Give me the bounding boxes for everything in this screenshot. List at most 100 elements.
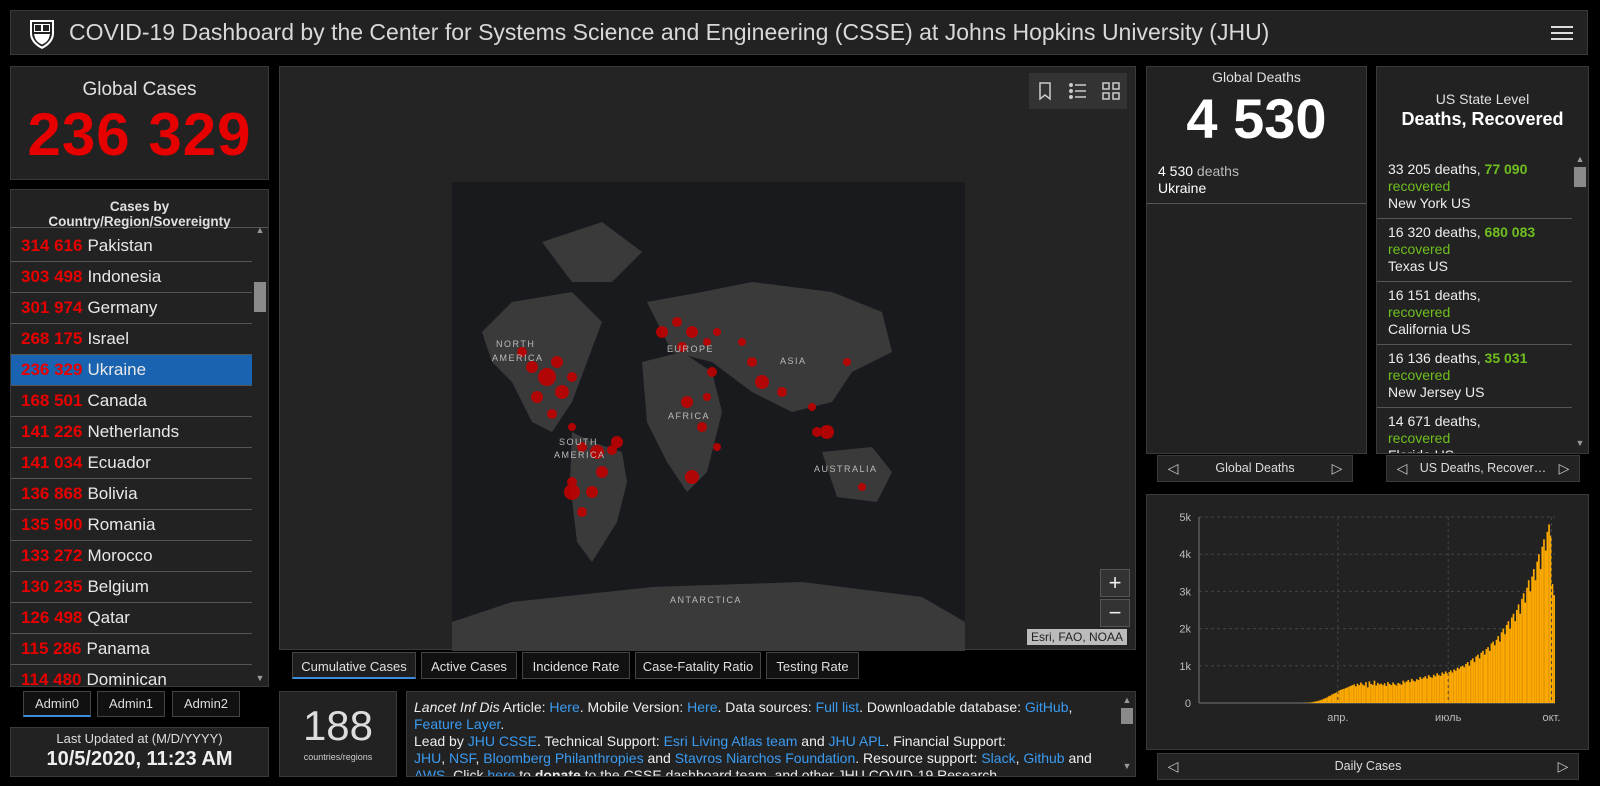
scroll-thumb[interactable]: [1121, 708, 1133, 724]
daily-cases-bar: [1471, 658, 1474, 703]
info-text-part: . Downloadable database:: [859, 699, 1025, 715]
map-label-south: SOUTH: [559, 437, 598, 447]
zoom-out-button[interactable]: −: [1100, 599, 1130, 627]
chevron-right-icon[interactable]: ▷: [1558, 460, 1570, 476]
country-row[interactable]: 141 226 Netherlands: [11, 417, 252, 448]
link-jhu-apl[interactable]: JHU APL: [828, 733, 886, 749]
us-state-row[interactable]: 16 320 deaths, 680 083 recovered Texas US: [1377, 219, 1572, 282]
link-feature-layer[interactable]: Feature Layer: [414, 716, 501, 732]
country-name: Bolivia: [87, 484, 138, 503]
link-nsf[interactable]: NSF: [449, 750, 476, 766]
country-list-scrollbar[interactable]: ▲ ▼: [253, 224, 267, 684]
us-deaths: 16 136 deaths,: [1388, 350, 1485, 366]
country-row[interactable]: 135 900 Romania: [11, 510, 252, 541]
daily-cases-bar: [1519, 613, 1522, 703]
daily-cases-bar: [1395, 685, 1398, 703]
us-state-row[interactable]: 14 671 deaths, recoveredFlorida US: [1377, 408, 1572, 453]
link-slack[interactable]: Slack: [981, 750, 1016, 766]
link-jhu-csse[interactable]: JHU CSSE: [467, 733, 537, 749]
country-row[interactable]: 141 034 Ecuador: [11, 448, 252, 479]
link-full-list[interactable]: Full list: [815, 699, 860, 715]
daily-cases-bar: [1460, 666, 1462, 703]
daily-cases-bar: [1439, 675, 1442, 703]
scroll-down-icon[interactable]: ▼: [1122, 761, 1132, 771]
country-row[interactable]: 236 329 Ukraine: [11, 355, 252, 386]
daily-cases-bar: [1483, 654, 1486, 703]
tab-admin2[interactable]: Admin2: [172, 691, 240, 717]
link-github-2[interactable]: Github: [1023, 750, 1065, 766]
country-row[interactable]: 301 974 Germany: [11, 293, 252, 324]
daily-cases-bar: [1493, 645, 1496, 703]
country-row[interactable]: 115 286 Panama: [11, 634, 252, 665]
country-row[interactable]: 136 868 Bolivia: [11, 479, 252, 510]
scroll-up-icon[interactable]: ▲: [1122, 695, 1132, 705]
basemap-gallery-icon[interactable]: [1100, 80, 1122, 102]
link-jhu[interactable]: JHU: [414, 750, 442, 766]
tab-cumulative-cases[interactable]: Cumulative Cases: [292, 652, 416, 679]
chevron-right-icon[interactable]: ▷: [1331, 460, 1343, 476]
link-github[interactable]: GitHub: [1024, 699, 1069, 715]
zoom-in-button[interactable]: +: [1100, 569, 1130, 597]
tab-testing-rate[interactable]: Testing Rate: [766, 652, 859, 679]
info-journal: Lancet Inf Dis: [414, 699, 500, 715]
chevron-left-icon[interactable]: ◁: [1167, 758, 1179, 774]
country-row[interactable]: 130 235 Belgium: [11, 572, 252, 603]
hamburger-menu-icon[interactable]: [1551, 22, 1573, 42]
map-panel[interactable]: NORTH AMERICA EUROPE ASIA AFRICA SOUTH A…: [279, 66, 1136, 651]
us-state-row[interactable]: 16 136 deaths, 35 031 recovered New Jersey…: [1377, 345, 1572, 408]
map-label-antarctica: ANTARCTICA: [670, 595, 742, 605]
link-bloomberg[interactable]: Bloomberg Philanthropies: [483, 750, 644, 766]
daily-cases-bar: [1410, 678, 1413, 703]
tab-admin0[interactable]: Admin0: [23, 691, 91, 717]
info-scrollbar[interactable]: ▲ ▼: [1120, 694, 1134, 774]
tab-active-cases[interactable]: Active Cases: [421, 652, 517, 679]
daily-cases-bar: [1361, 684, 1364, 703]
country-row[interactable]: 314 616 Pakistan: [11, 231, 252, 262]
scroll-thumb[interactable]: [254, 282, 266, 312]
daily-cases-bar: [1454, 670, 1457, 703]
world-map[interactable]: NORTH AMERICA EUROPE ASIA AFRICA SOUTH A…: [452, 182, 965, 651]
deaths-list-item[interactable]: 4 530 deaths Ukraine: [1147, 163, 1366, 197]
daily-cases-bar: [1356, 683, 1359, 703]
daily-cases-chart[interactable]: 0 1k 2k 3k 4k 5k апр. июль окт.: [1147, 495, 1588, 749]
daily-cases-bar: [1312, 701, 1315, 703]
us-recovered-word: recovered: [1388, 430, 1451, 446]
country-row[interactable]: 168 501 Canada: [11, 386, 252, 417]
daily-cases-bar: [1414, 681, 1416, 703]
daily-cases-bar: [1531, 576, 1533, 703]
legend-list-icon[interactable]: [1067, 80, 1089, 102]
link-donate-here[interactable]: here: [487, 767, 516, 777]
scroll-up-icon[interactable]: ▲: [255, 225, 265, 235]
scroll-thumb[interactable]: [1574, 167, 1586, 187]
tab-admin1[interactable]: Admin1: [97, 691, 165, 717]
daily-cases-bar: [1368, 681, 1371, 703]
chevron-right-icon[interactable]: ▷: [1557, 758, 1569, 774]
tab-incidence-rate[interactable]: Incidence Rate: [522, 652, 630, 679]
tab-case-fatality-ratio[interactable]: Case-Fatality Ratio: [635, 652, 761, 679]
link-mobile-here[interactable]: Here: [687, 699, 718, 715]
country-row[interactable]: 268 175 Israel: [11, 324, 252, 355]
map-label-africa: AFRICA: [668, 411, 710, 421]
chevron-left-icon[interactable]: ◁: [1167, 460, 1179, 476]
countries-count-label: countries/regions: [303, 752, 373, 762]
daily-cases-bar: [1539, 569, 1542, 703]
bookmark-icon[interactable]: [1034, 80, 1056, 102]
country-row[interactable]: 114 480 Dominican: [11, 665, 252, 686]
link-article-here[interactable]: Here: [549, 699, 580, 715]
us-state-row[interactable]: 16 151 deaths, recovered California US: [1377, 282, 1572, 345]
chevron-left-icon[interactable]: ◁: [1396, 460, 1408, 476]
daily-cases-bar: [1409, 682, 1411, 703]
country-row[interactable]: 126 498 Qatar: [11, 603, 252, 634]
scroll-up-icon[interactable]: ▲: [1575, 154, 1585, 164]
country-row[interactable]: 303 498 Indonesia: [11, 262, 252, 293]
scroll-down-icon[interactable]: ▼: [255, 673, 265, 683]
us-state-row[interactable]: 33 205 deaths, 77 090 recovered New York U…: [1377, 156, 1572, 219]
link-aws[interactable]: AWS: [414, 767, 446, 777]
link-stavros-niarchos[interactable]: Stavros Niarchos Foundation: [674, 750, 856, 766]
us-list-scrollbar[interactable]: ▲ ▼: [1573, 153, 1587, 451]
country-row[interactable]: 133 272 Morocco: [11, 541, 252, 572]
daily-cases-bar: [1432, 674, 1435, 703]
scroll-down-icon[interactable]: ▼: [1575, 438, 1585, 448]
link-esri-living-atlas[interactable]: Esri Living Atlas team: [663, 733, 798, 749]
last-updated-value: 10/5/2020, 11:23 AM: [46, 748, 233, 770]
